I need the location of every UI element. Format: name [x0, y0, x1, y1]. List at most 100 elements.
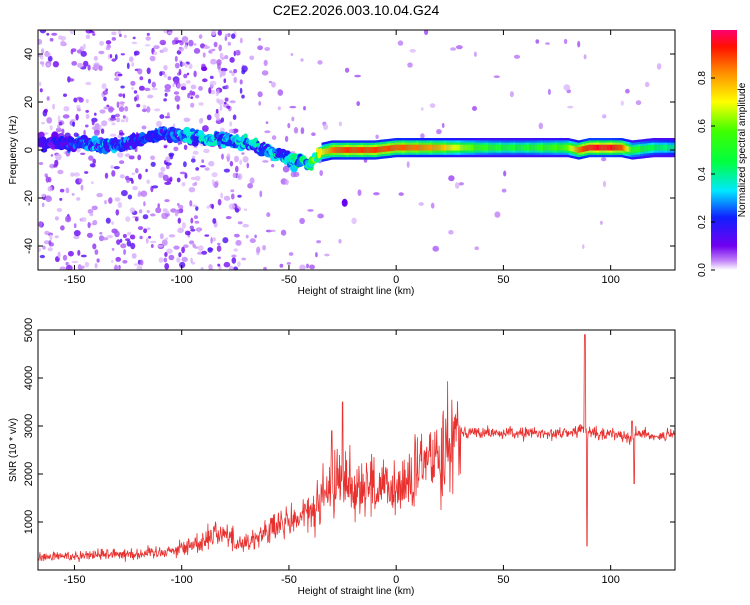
- heatmap-cell: [546, 144, 548, 151]
- heatmap-cell: [436, 144, 438, 151]
- heatmap-cell: [78, 97, 84, 103]
- heatmap-cell: [82, 43, 86, 50]
- snr-xtick-label: -150: [63, 574, 85, 586]
- heatmap-cell: [120, 103, 125, 107]
- heatmap-cell: [402, 144, 404, 151]
- heatmap-cell: [501, 188, 507, 193]
- heatmap-cell: [558, 144, 561, 151]
- heatmap-cell: [169, 176, 173, 182]
- heatmap-cell: [217, 99, 224, 105]
- heatmap-cell: [476, 144, 479, 151]
- heatmap-cell: [372, 147, 374, 153]
- heatmap-cell: [162, 174, 169, 181]
- heatmap-cell: [191, 261, 196, 265]
- heatmap-cell: [435, 144, 437, 151]
- heatmap-cell: [257, 91, 263, 98]
- heatmap-cell: [457, 144, 459, 151]
- heatmap-cell: [330, 147, 332, 154]
- heatmap-cell: [39, 254, 46, 259]
- heatmap-cell: [184, 172, 188, 179]
- heatmap-cell: [551, 144, 553, 151]
- heatmap-cell: [123, 249, 127, 255]
- heatmap-cell: [148, 235, 152, 239]
- heatmap-cell: [101, 120, 108, 127]
- heatmap-cell: [198, 102, 204, 106]
- heatmap-cell: [560, 144, 563, 151]
- snr-ytick-label: 4000: [23, 366, 35, 390]
- heatmap-cell: [489, 144, 491, 151]
- heatmap-cell: [363, 147, 365, 153]
- spectrogram-ytick-label: -40: [23, 238, 35, 254]
- heatmap-cell: [180, 83, 187, 88]
- heatmap-cell: [114, 113, 120, 118]
- heatmap-cell: [84, 171, 89, 174]
- heatmap-cell: [52, 103, 56, 110]
- heatmap-cell: [153, 45, 160, 50]
- heatmap-cell: [164, 88, 171, 93]
- heatmap-cell: [203, 148, 210, 154]
- spectrogram-xtick-label: -150: [63, 274, 85, 286]
- heatmap-cell: [399, 144, 401, 151]
- spectrogram-ytick-label: 0: [23, 147, 35, 153]
- heatmap-cell: [481, 144, 484, 151]
- heatmap-cell: [127, 194, 133, 200]
- heatmap-cell: [84, 261, 90, 268]
- heatmap-cell: [443, 144, 445, 151]
- heatmap-cell: [117, 73, 123, 77]
- heatmap-cell: [137, 192, 141, 198]
- heatmap-cell: [474, 246, 479, 251]
- heatmap-cell: [165, 156, 171, 163]
- heatmap-cell: [91, 181, 94, 185]
- heatmap-cell: [94, 249, 99, 255]
- heatmap-cell: [78, 178, 83, 184]
- heatmap-cell: [192, 150, 199, 155]
- heatmap-cell: [646, 145, 649, 152]
- heatmap-cell: [527, 144, 529, 151]
- heatmap-cell: [124, 153, 131, 157]
- heatmap-cell: [73, 172, 80, 177]
- heatmap-cell: [410, 144, 412, 151]
- heatmap-cell: [567, 144, 569, 151]
- heatmap-cell: [449, 144, 452, 151]
- heatmap-cell: [83, 129, 86, 136]
- heatmap-cell: [178, 204, 184, 209]
- heatmap-cell: [467, 144, 469, 151]
- heatmap-cell: [358, 147, 360, 153]
- heatmap-cell: [92, 220, 98, 226]
- heatmap-cell: [628, 146, 630, 153]
- heatmap-cell: [647, 145, 650, 152]
- heatmap-cell: [92, 243, 97, 250]
- heatmap-cell: [424, 144, 427, 151]
- heatmap-cell: [361, 147, 363, 153]
- heatmap-cell: [656, 63, 662, 70]
- heatmap-cell: [516, 144, 518, 151]
- heatmap-cell: [41, 202, 45, 208]
- heatmap-cell: [454, 144, 456, 151]
- heatmap-cell: [234, 233, 240, 238]
- heatmap-cell: [500, 144, 502, 151]
- heatmap-cell: [627, 146, 629, 152]
- heatmap-cell: [488, 144, 490, 151]
- heatmap-cell: [340, 147, 343, 153]
- heatmap-cell: [221, 70, 226, 77]
- spectrogram-xtick-label: 0: [393, 274, 399, 286]
- heatmap-cell: [259, 190, 263, 198]
- heatmap-cell: [634, 146, 636, 153]
- heatmap-cell: [38, 54, 43, 57]
- colorbar: 0.0 0.2 0.4 0.6 0.8 Normalized spectral ampl…: [697, 30, 748, 277]
- heatmap-cell: [111, 31, 117, 36]
- heatmap-cell: [625, 145, 627, 152]
- heatmap-cell: [106, 234, 113, 239]
- heatmap-cell: [98, 235, 105, 242]
- heatmap-cell: [503, 170, 507, 177]
- heatmap-cell: [428, 144, 430, 151]
- heatmap-cell: [258, 101, 262, 106]
- heatmap-cell: [620, 100, 624, 106]
- heatmap-cell: [493, 75, 500, 78]
- heatmap-cell: [101, 83, 107, 90]
- heatmap-cell: [353, 147, 355, 153]
- heatmap-cell: [529, 144, 532, 151]
- heatmap-cell: [204, 167, 210, 171]
- heatmap-cell: [176, 82, 181, 89]
